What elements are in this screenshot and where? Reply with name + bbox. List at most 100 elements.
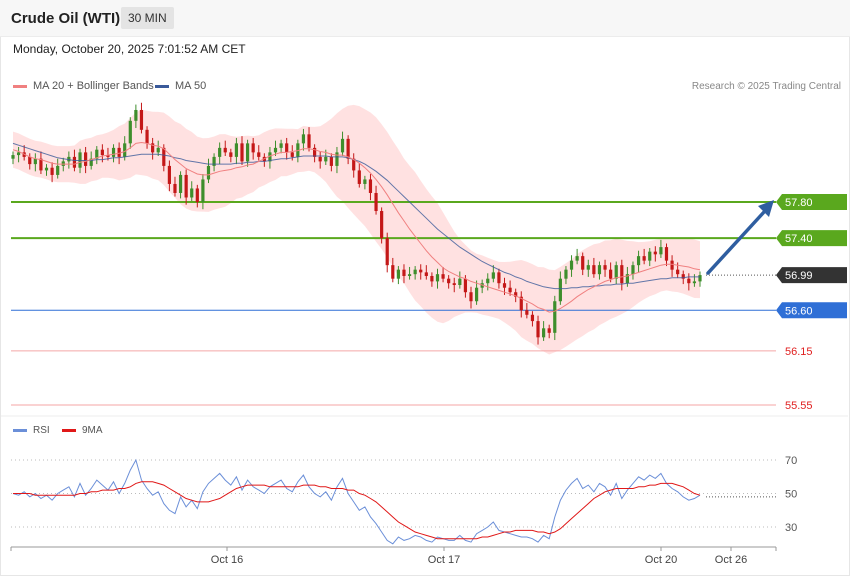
candle-body (307, 134, 311, 148)
candle-body (346, 138, 350, 159)
candle-body (340, 138, 345, 153)
candle-body (625, 274, 629, 284)
projection-arrow-shaft (706, 210, 766, 275)
rsi-tick-label: 70 (785, 455, 797, 467)
rsi-swatch (13, 429, 27, 432)
candle-body (553, 301, 557, 333)
candle-body (368, 179, 373, 193)
candle-body (301, 134, 306, 144)
candle-body (134, 109, 138, 121)
credit-text: Research © 2025 Trading Central (691, 81, 841, 92)
candle-body (391, 265, 395, 279)
rsi-label: RSI (33, 425, 50, 436)
candle-body (491, 272, 495, 279)
candle-body (569, 260, 574, 270)
candle-body (240, 143, 244, 162)
candle-body (84, 152, 88, 166)
candle-body (173, 183, 177, 193)
ma20-swatch (13, 84, 27, 88)
candle-body (117, 147, 121, 157)
candle-body (676, 269, 680, 275)
ma20-line (12, 141, 701, 313)
candle-body (547, 328, 551, 333)
candle-body (111, 147, 116, 157)
candle-body (128, 120, 132, 144)
rsi-ma-swatch (62, 429, 76, 432)
level-label-resistance: 57.40 (785, 233, 813, 245)
candle-body (664, 247, 669, 261)
candles-group (11, 102, 702, 345)
ma50-label: MA 50 (175, 80, 207, 92)
level-label-support: 56.15 (785, 346, 813, 358)
candle-body (430, 275, 434, 282)
candle-body (497, 272, 501, 284)
ma20-label: MA 20 + Bollinger Bands (33, 80, 154, 92)
candle-body (592, 265, 596, 275)
candle-body (329, 156, 333, 166)
candle-body (564, 269, 568, 279)
candle-body (648, 251, 652, 261)
candle-body (56, 165, 60, 175)
candle-body (72, 156, 77, 168)
candle-body (642, 256, 646, 261)
candle-body (273, 147, 278, 153)
candle-body (357, 170, 361, 184)
candle-body (402, 269, 406, 276)
ma50-swatch (155, 84, 169, 88)
candle-body (636, 256, 641, 266)
candle-body (581, 256, 585, 270)
candle-body (441, 274, 445, 279)
candle-body (156, 147, 160, 153)
candle-body (558, 278, 562, 302)
candle-body (653, 251, 657, 255)
candle-body (609, 269, 613, 279)
candle-body (659, 247, 663, 255)
candle-body (162, 147, 166, 166)
candle-body (620, 265, 624, 284)
bollinger-band (13, 104, 700, 355)
instrument-title: Crude Oil (WTI) (11, 10, 121, 27)
candle-body (245, 143, 250, 162)
timeframe-badge[interactable]: 30 MIN (121, 7, 174, 29)
candle-body (385, 238, 389, 266)
rsi-ma-line (13, 481, 701, 540)
candle-body (687, 278, 691, 284)
candle-body (39, 158, 43, 171)
candle-body (374, 192, 378, 212)
candle-body (670, 260, 674, 270)
candle-body (11, 155, 15, 159)
candle-body (28, 156, 32, 165)
level-label-last: 56.99 (785, 270, 813, 282)
candle-body (167, 165, 171, 184)
projection-arrow-head (758, 200, 774, 217)
candle-body (447, 278, 451, 284)
candle-body (530, 314, 535, 322)
candle-body (469, 292, 473, 302)
candle-body (603, 265, 607, 270)
rsi-line (12, 458, 701, 545)
level-tag-pivot (776, 302, 847, 319)
candle-body (324, 156, 328, 162)
legend-ma50: MA 50 (155, 80, 206, 92)
candle-body (145, 129, 149, 144)
candle-body (290, 152, 294, 157)
x-axis-label: Oct 16 (211, 554, 243, 566)
candle-body (251, 143, 255, 153)
rsi-tick-label: 50 (785, 489, 797, 501)
candle-body (33, 158, 37, 165)
candle-body (212, 156, 216, 166)
x-axis-label: Oct 17 (428, 554, 460, 566)
candle-body (95, 149, 99, 159)
candle-body (396, 269, 400, 279)
candle-body (279, 143, 283, 148)
candle-body (268, 152, 272, 162)
candle-body (313, 147, 317, 157)
candle-body (452, 283, 456, 286)
candle-body (586, 265, 590, 270)
candle-body (195, 188, 199, 202)
legend-ma20: MA 20 + Bollinger Bands (13, 80, 154, 92)
candle-body (151, 143, 155, 153)
candle-body (575, 256, 579, 261)
candle-body (89, 158, 93, 166)
